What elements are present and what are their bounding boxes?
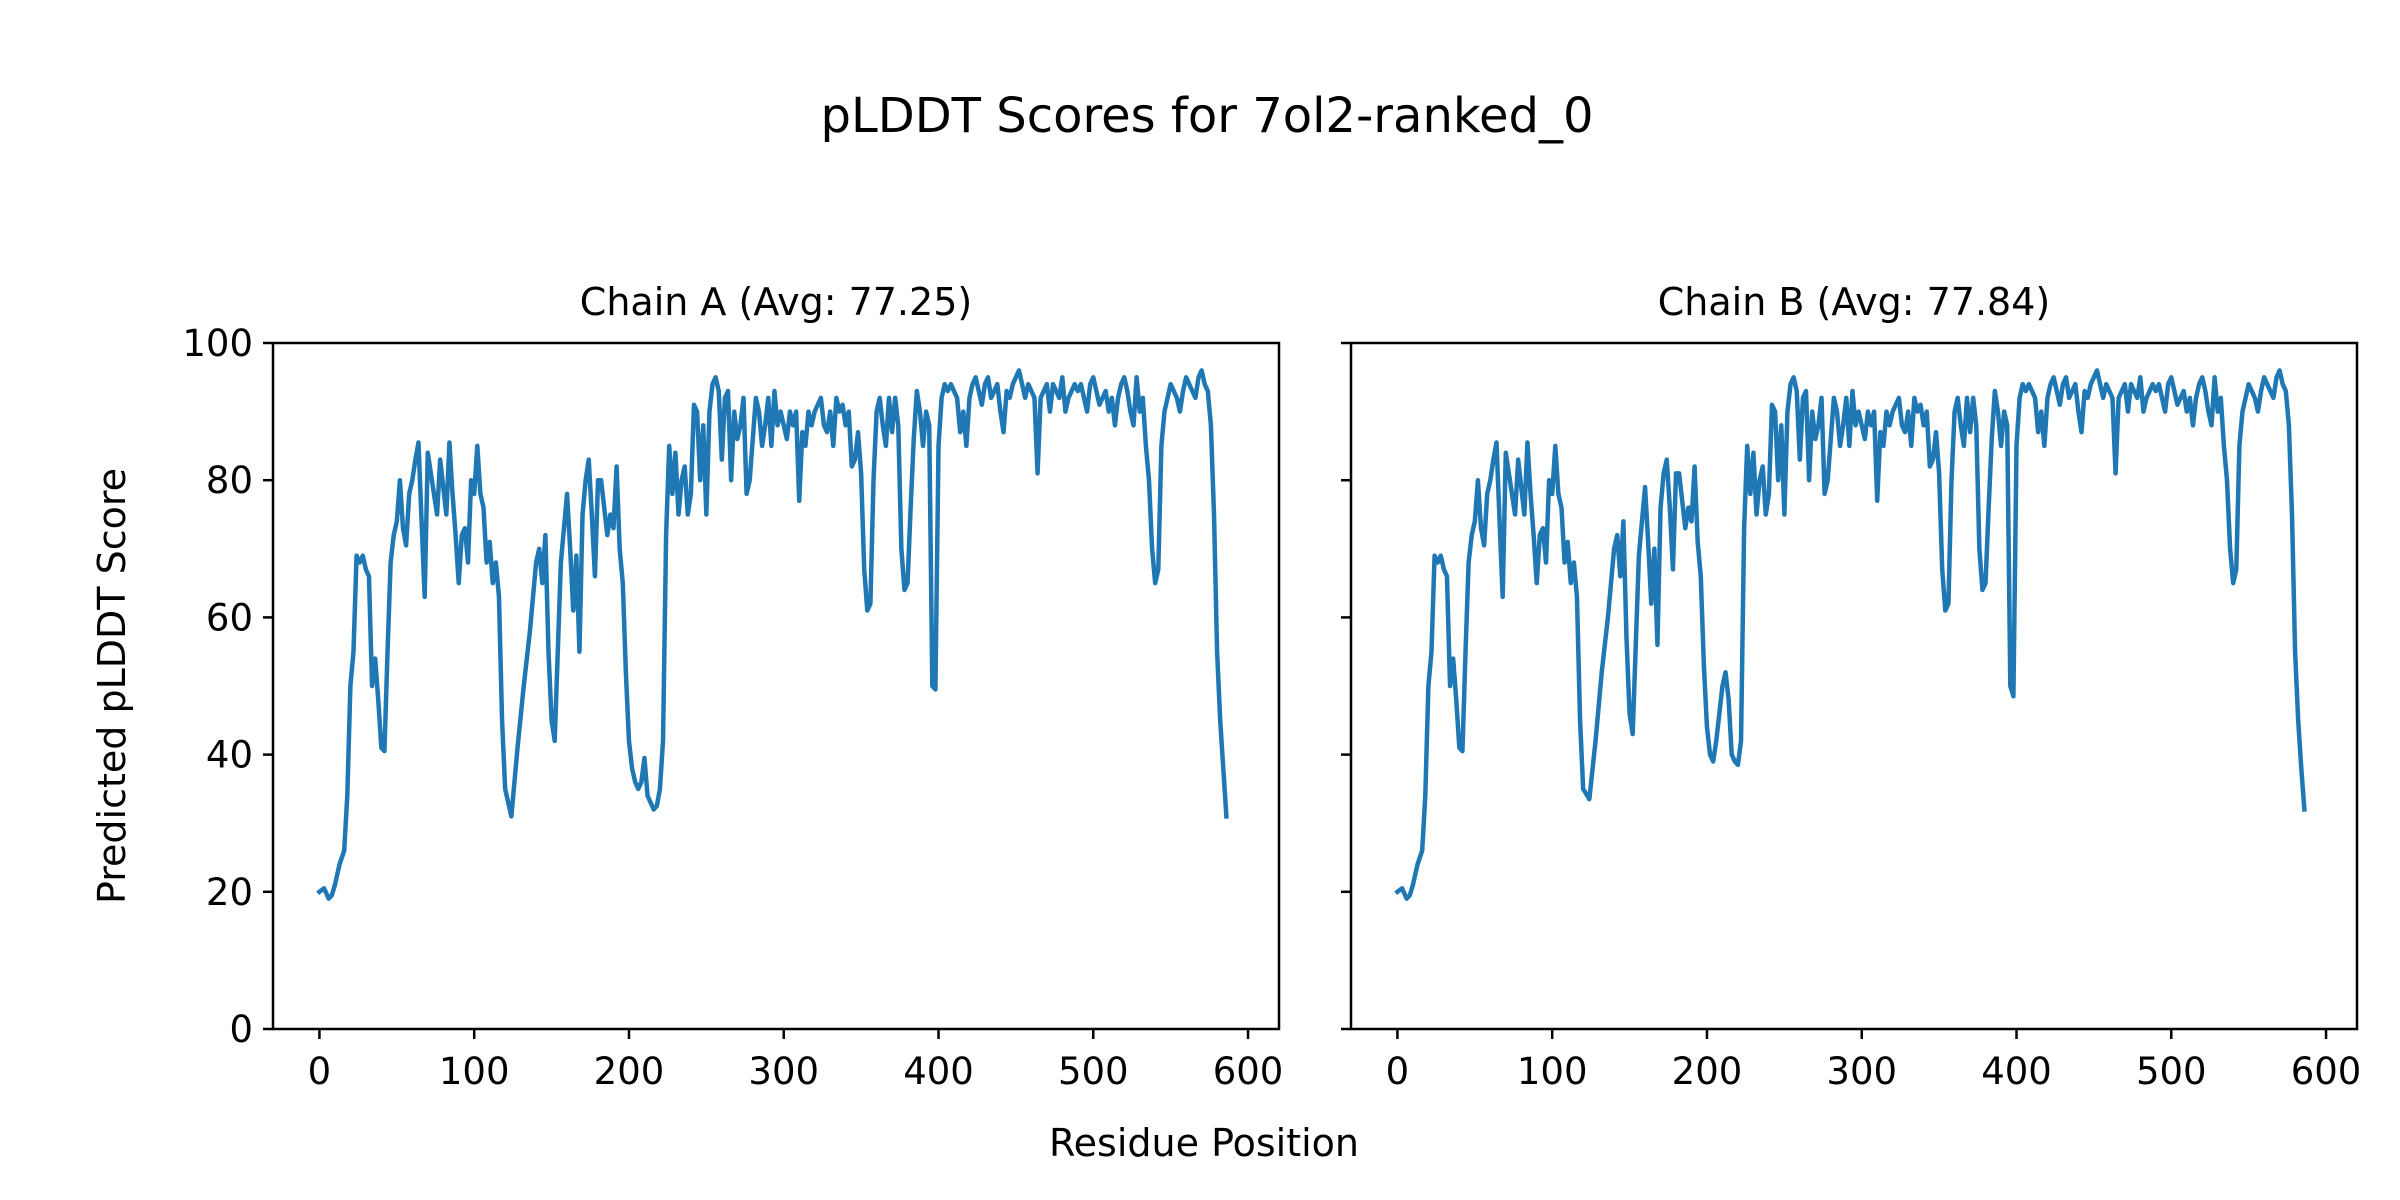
- x-tick-label-chain-a: 600: [1213, 1050, 1284, 1093]
- series-layer-chain-b: [1394, 368, 2307, 901]
- y-tick-label: 20: [206, 871, 253, 914]
- axis-ticks-chain-a: 0 100 200 300 400 500 600 0 20 40 60 80 100: [182, 322, 1283, 1093]
- y-axis-label: Predicted pLDDT Score: [90, 468, 134, 904]
- axes-frame-chain-b: [1349, 341, 2359, 1031]
- x-axis-label: Residue Position: [1049, 1121, 1359, 1165]
- x-tick-label-chain-a: 500: [1058, 1050, 1129, 1093]
- panel-chain-b: Chain B (Avg: 77.84) 0 100 200 300 400 500 600: [1341, 280, 2361, 1093]
- y-tick-label: 0: [229, 1008, 253, 1051]
- y-tick-label: 60: [206, 596, 253, 639]
- panel-title-chain-b: Chain B (Avg: 77.84): [1658, 280, 2050, 324]
- axis-ticks-chain-b: 0 100 200 300 400 500 600: [1341, 341, 2362, 1093]
- x-tick-label-chain-b: 400: [1981, 1050, 2052, 1093]
- x-tick-label-chain-b: 0: [1386, 1050, 1410, 1093]
- x-tick-label-chain-a: 100: [439, 1050, 510, 1093]
- figure-title: pLDDT Scores for 7ol2-ranked_0: [821, 88, 1594, 144]
- x-tick-label-chain-b: 300: [1826, 1050, 1897, 1093]
- x-tick-label-chain-b: 500: [2136, 1050, 2207, 1093]
- series-layer-chain-a: [316, 368, 1229, 901]
- panel-title-chain-a: Chain A (Avg: 77.25): [580, 280, 972, 324]
- y-tick-label: 40: [206, 734, 253, 777]
- y-tick-label: 80: [206, 459, 253, 502]
- plddt-line-chain-b: [1394, 368, 2307, 901]
- x-tick-label-chain-a: 200: [594, 1050, 665, 1093]
- axes-frame-chain-a: [271, 341, 1281, 1031]
- x-tick-label-chain-a: 300: [748, 1050, 819, 1093]
- x-tick-label-chain-b: 100: [1517, 1050, 1588, 1093]
- y-tick-label: 100: [182, 322, 253, 365]
- x-tick-label-chain-a: 400: [903, 1050, 974, 1093]
- x-tick-label-chain-a: 0: [308, 1050, 332, 1093]
- panel-chain-a: Chain A (Avg: 77.25) 0 100 200 300 400 500 600…: [182, 280, 1283, 1093]
- x-tick-label-chain-b: 200: [1672, 1050, 1743, 1093]
- plddt-line-chain-a: [316, 368, 1229, 901]
- x-tick-label-chain-b: 600: [2291, 1050, 2362, 1093]
